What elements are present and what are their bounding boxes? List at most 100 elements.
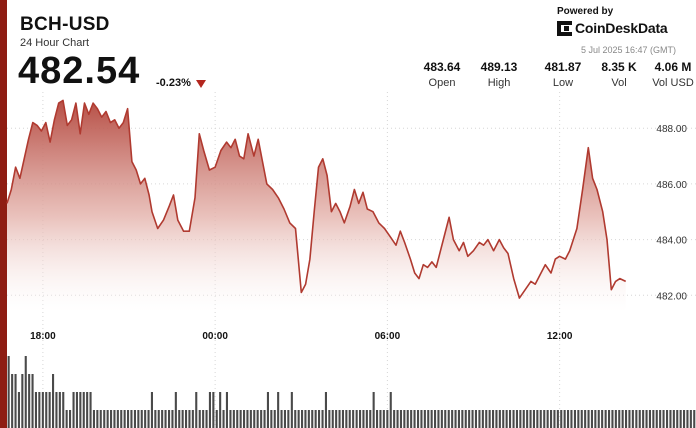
volume-bar <box>154 410 157 428</box>
volume-bar <box>471 410 474 428</box>
x-tick-label: 06:00 <box>375 331 401 342</box>
volume-bar <box>693 410 696 428</box>
volume-bar <box>239 410 242 428</box>
volume-bar <box>92 410 95 428</box>
y-tick-label: 484.00 <box>656 236 687 247</box>
volume-bar <box>328 410 331 428</box>
volume-bar <box>427 410 430 428</box>
volume-bar <box>147 410 150 428</box>
volume-bar <box>420 410 423 428</box>
volume-bar <box>567 410 570 428</box>
volume-bar <box>304 410 307 428</box>
volume-bar <box>379 410 382 428</box>
volume-bar <box>294 410 297 428</box>
volume-bar <box>590 410 593 428</box>
volume-bar <box>69 410 72 428</box>
volume-bar <box>652 410 655 428</box>
volume-bar <box>362 410 365 428</box>
volume-bar <box>515 410 518 428</box>
volume-bar <box>314 410 317 428</box>
volume-bar <box>290 392 293 428</box>
volume-bar <box>123 410 126 428</box>
volume-bar <box>38 392 41 428</box>
volume-bar <box>648 410 651 428</box>
volume-bar <box>672 410 675 428</box>
volume-bar <box>372 392 375 428</box>
volume-bar <box>532 410 535 428</box>
y-tick-label: 486.00 <box>656 180 687 191</box>
volume-bar <box>666 410 669 428</box>
volume-bar <box>185 410 188 428</box>
volume-bar <box>99 410 102 428</box>
volume-bar <box>386 410 389 428</box>
volume-bar <box>382 410 385 428</box>
volume-bar <box>625 410 628 428</box>
volume-bar <box>287 410 290 428</box>
y-tick-label: 482.00 <box>656 291 687 302</box>
volume-bar <box>307 410 310 428</box>
volume-bar <box>430 410 433 428</box>
volume-bar <box>246 410 249 428</box>
volume-bar <box>212 392 215 428</box>
volume-bar <box>345 410 348 428</box>
volume-bar <box>229 410 232 428</box>
volume-bar <box>140 410 143 428</box>
stats-row: 483.64 Open 489.13 High 481.87 Low 8.35 … <box>418 60 696 89</box>
volume-bar <box>75 392 78 428</box>
volume-bar <box>301 410 304 428</box>
volume-bar <box>614 410 617 428</box>
stat-label: Vol USD <box>652 77 694 89</box>
volume-bar <box>553 410 556 428</box>
volume-bar <box>597 410 600 428</box>
volume-bar <box>341 410 344 428</box>
volume-bar <box>338 410 341 428</box>
volume-bar <box>48 392 51 428</box>
volume-bar <box>120 410 123 428</box>
volume-bar <box>481 410 484 428</box>
stat-value: 483.64 <box>423 60 461 74</box>
volume-bar <box>14 374 17 428</box>
volume-bar <box>225 392 228 428</box>
volume-bar <box>331 410 334 428</box>
brand-name: CoinDeskData <box>575 20 668 36</box>
volume-bar <box>219 392 222 428</box>
price-change: -0.23% <box>156 77 191 89</box>
volume-bar <box>24 356 27 428</box>
volume-bar <box>563 410 566 428</box>
stat-label: Open <box>428 77 456 89</box>
volume-bar <box>393 410 396 428</box>
volume-bar <box>202 410 205 428</box>
volume-bar <box>260 410 263 428</box>
stat-low: 481.87 Low <box>532 60 594 89</box>
volume-bar <box>536 410 539 428</box>
volume-bar <box>679 410 682 428</box>
volume-bar <box>580 410 583 428</box>
x-tick-label: 00:00 <box>202 331 228 342</box>
price-line <box>6 99 627 299</box>
volume-bar <box>215 410 218 428</box>
volume-bar <box>297 410 300 428</box>
volume-bar <box>86 392 89 428</box>
volume-bar <box>263 410 266 428</box>
volume-bar <box>72 392 75 428</box>
volume-bar <box>318 410 321 428</box>
volume-bar <box>478 410 481 428</box>
volume-bar <box>635 410 638 428</box>
volume-bar <box>403 410 406 428</box>
volume-bar <box>7 356 10 428</box>
volume-bar <box>655 410 658 428</box>
volume-bar <box>191 410 194 428</box>
volume-bar <box>103 410 106 428</box>
volume-bar <box>222 410 225 428</box>
volume-bar <box>168 410 171 428</box>
volume-bar <box>161 410 164 428</box>
stat-label: High <box>487 77 511 89</box>
volume-bar <box>249 410 252 428</box>
stat-value: 481.87 <box>544 60 582 74</box>
volume-bar <box>410 410 413 428</box>
volume-bar <box>546 410 549 428</box>
stat-value: 489.13 <box>480 60 518 74</box>
volume-bar <box>164 410 167 428</box>
price-area-fill <box>7 100 626 313</box>
volume-bar <box>188 410 191 428</box>
